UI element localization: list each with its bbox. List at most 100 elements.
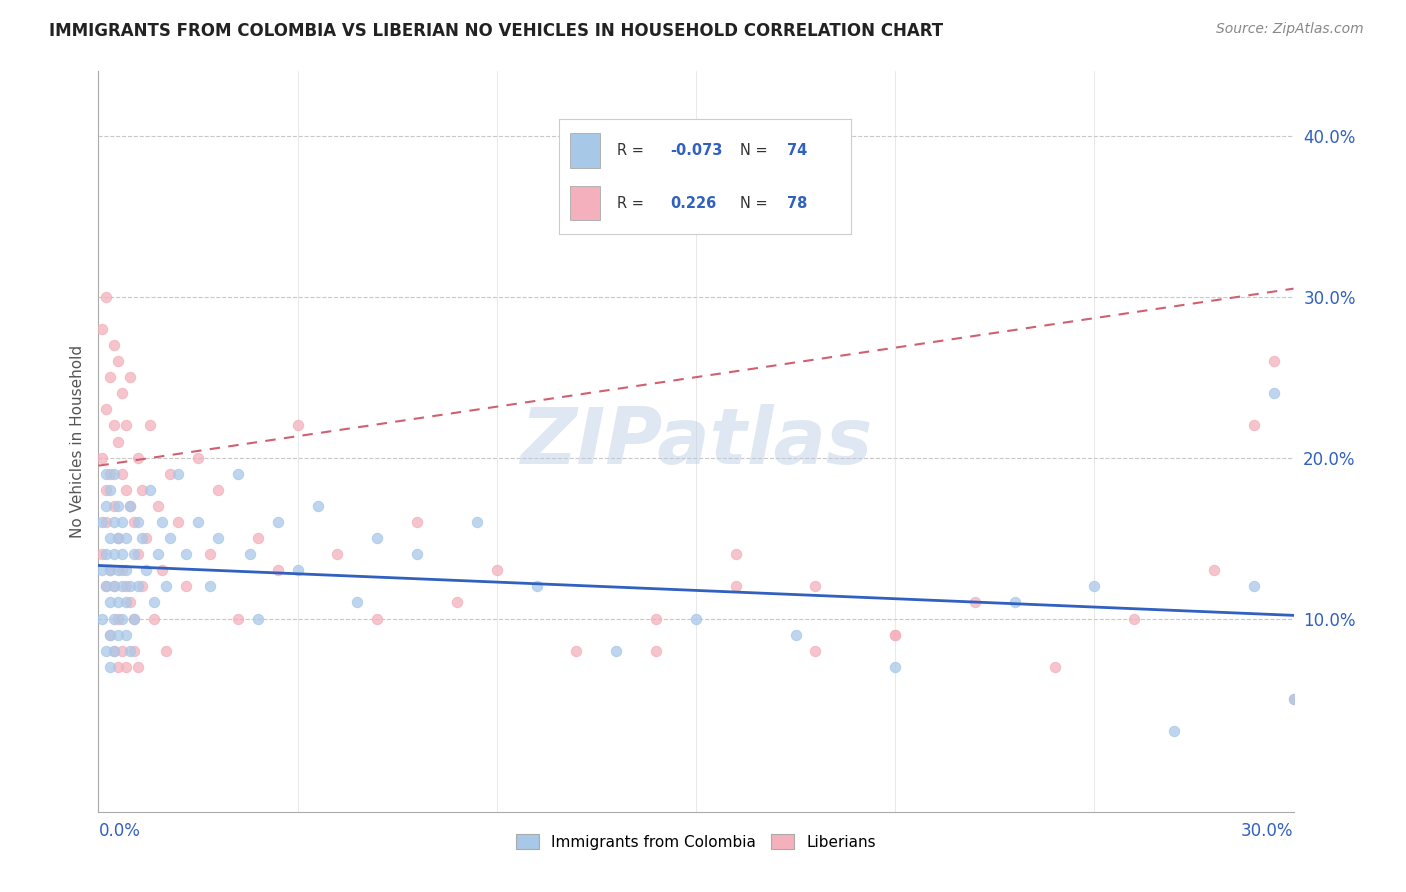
Point [724, 547, 747, 561]
Point [135, 563, 157, 577]
Point [96, 402, 118, 417]
Point [226, 611, 249, 625]
Point [884, 660, 907, 674]
Point [804, 579, 827, 593]
Point [645, 611, 668, 625]
Point [111, 644, 134, 658]
Point [155, 644, 177, 658]
Point [167, 467, 190, 481]
Point [150, 563, 173, 577]
Point [207, 483, 229, 497]
Text: Source: ZipAtlas.com: Source: ZipAtlas.com [1216, 22, 1364, 37]
Point [124, 611, 146, 625]
Point [107, 531, 129, 545]
Point [1263, 386, 1285, 401]
Point [98, 531, 122, 545]
Point [724, 579, 747, 593]
Point [155, 579, 177, 593]
Point [115, 531, 138, 545]
Point [485, 563, 508, 577]
Point [207, 531, 229, 545]
Point [1123, 611, 1146, 625]
Point [645, 644, 668, 658]
Point [174, 579, 197, 593]
Point [135, 531, 157, 545]
Point [963, 595, 986, 609]
Point [198, 579, 221, 593]
Point [96, 499, 118, 513]
Text: ZIPatlas: ZIPatlas [520, 403, 872, 480]
Text: IMMIGRANTS FROM COLOMBIA VS LIBERIAN NO VEHICLES IN HOUSEHOLD CORRELATION CHART: IMMIGRANTS FROM COLOMBIA VS LIBERIAN NO … [49, 22, 943, 40]
Point [1282, 692, 1305, 706]
Point [98, 660, 122, 674]
Point [120, 370, 142, 384]
Point [91, 515, 114, 529]
Point [124, 644, 146, 658]
Point [96, 515, 118, 529]
Point [884, 628, 907, 642]
Point [96, 483, 118, 497]
Legend: Immigrants from Colombia, Liberians: Immigrants from Colombia, Liberians [510, 828, 882, 856]
Y-axis label: No Vehicles in Household: No Vehicles in Household [69, 345, 84, 538]
Point [346, 595, 368, 609]
Point [96, 547, 118, 561]
Point [98, 563, 122, 577]
Point [526, 579, 548, 593]
Point [127, 660, 149, 674]
Point [246, 531, 269, 545]
Point [148, 499, 170, 513]
Point [107, 434, 129, 449]
Point [96, 579, 118, 593]
Point [111, 563, 134, 577]
Point [107, 531, 129, 545]
Point [98, 370, 122, 384]
Point [307, 499, 329, 513]
Point [103, 499, 125, 513]
Point [239, 547, 262, 561]
Point [326, 547, 349, 561]
Point [287, 418, 309, 433]
Point [107, 660, 129, 674]
Point [1243, 418, 1265, 433]
Point [103, 467, 125, 481]
Point [107, 611, 129, 625]
Point [366, 531, 388, 545]
Point [91, 547, 114, 561]
Point [124, 547, 146, 561]
Point [98, 595, 122, 609]
Point [167, 515, 190, 529]
Point [139, 418, 162, 433]
Point [103, 547, 125, 561]
Point [120, 595, 142, 609]
Point [143, 611, 166, 625]
Point [111, 386, 134, 401]
Point [124, 515, 146, 529]
Point [96, 467, 118, 481]
Point [124, 611, 146, 625]
Point [465, 515, 488, 529]
Point [107, 354, 129, 368]
Point [98, 628, 122, 642]
Point [91, 322, 114, 336]
Point [246, 611, 269, 625]
Point [267, 563, 290, 577]
Point [96, 290, 118, 304]
Point [107, 499, 129, 513]
Point [103, 418, 125, 433]
Point [565, 644, 588, 658]
Point [1263, 354, 1285, 368]
Point [115, 628, 138, 642]
Point [1282, 692, 1305, 706]
Point [115, 660, 138, 674]
Point [91, 563, 114, 577]
Point [107, 563, 129, 577]
Point [115, 483, 138, 497]
Point [127, 547, 149, 561]
Point [91, 611, 114, 625]
Point [107, 595, 129, 609]
Point [1004, 595, 1026, 609]
Point [131, 531, 153, 545]
Point [127, 515, 149, 529]
Point [198, 547, 221, 561]
Point [115, 418, 138, 433]
